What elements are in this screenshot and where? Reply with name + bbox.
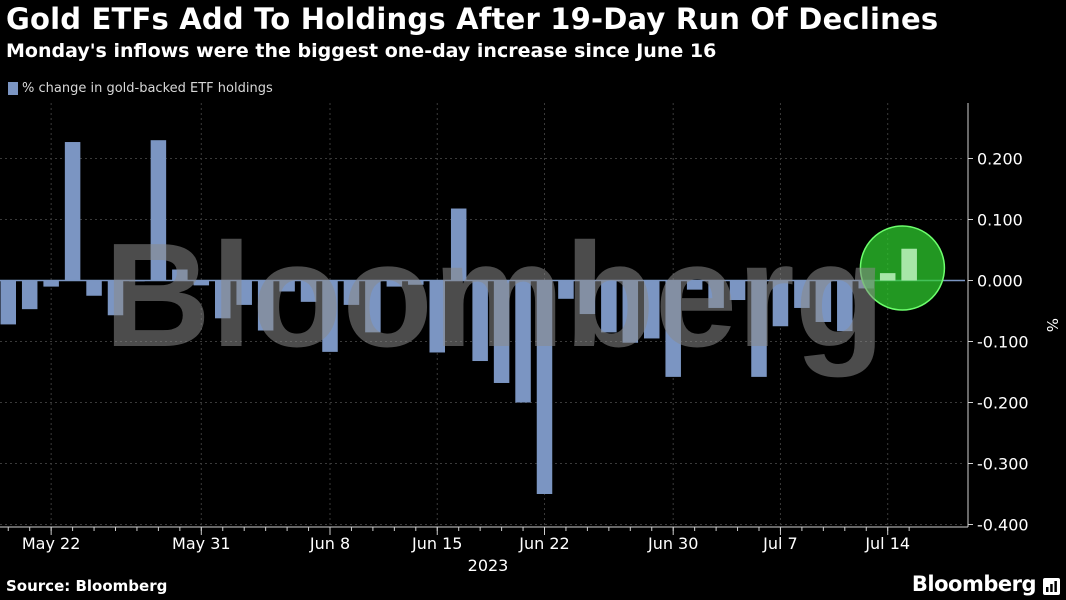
y-tick-label: 0.000 xyxy=(977,272,1023,291)
x-tick-label: Jun 8 xyxy=(309,534,350,553)
bar xyxy=(386,280,403,287)
bar xyxy=(729,280,746,301)
bar xyxy=(257,280,274,331)
watermark: Bloomberg xyxy=(104,213,885,378)
chart-subtitle: Monday's inflows were the biggest one-da… xyxy=(6,40,717,62)
x-tick-label: Jul 14 xyxy=(864,534,910,553)
bar xyxy=(536,280,553,494)
bar xyxy=(708,280,724,308)
bar xyxy=(601,280,617,333)
bar xyxy=(365,280,381,333)
bar xyxy=(236,280,252,305)
y-tick-label: -0.400 xyxy=(977,516,1029,535)
bar xyxy=(300,280,317,302)
x-tick-label: Jun 15 xyxy=(411,534,462,553)
bar xyxy=(107,280,124,316)
bar xyxy=(794,280,810,308)
bar xyxy=(172,269,188,281)
bar xyxy=(665,280,681,377)
bar xyxy=(86,280,102,296)
bar xyxy=(408,280,424,285)
bar xyxy=(579,280,596,315)
x-tick-label: Jun 30 xyxy=(647,534,698,553)
plot-area xyxy=(0,103,965,527)
x-tick-label: May 31 xyxy=(172,534,231,553)
bar xyxy=(644,280,660,339)
brand-name: Bloomberg xyxy=(911,572,1037,596)
bar xyxy=(0,280,16,325)
bar-chart-icon xyxy=(1043,578,1060,595)
bar xyxy=(43,280,59,287)
x-year-label: 2023 xyxy=(468,556,509,575)
y-axis-unit-label: % xyxy=(1043,318,1061,332)
watermark-layer: Bloomberg xyxy=(104,213,885,378)
bar xyxy=(472,280,488,362)
bar xyxy=(815,280,832,322)
bar xyxy=(429,280,445,353)
x-tick-label: Jun 22 xyxy=(518,534,569,553)
axes: 0.200 0.100 0.000 -0.100 -0.200 -0.300 -0.400%… xyxy=(0,103,1061,575)
source-note: Source: Bloomberg xyxy=(6,577,168,595)
x-tick-label: May 22 xyxy=(22,534,81,553)
bar xyxy=(21,280,38,310)
legend-swatch xyxy=(8,82,18,95)
bar xyxy=(193,280,210,286)
bar xyxy=(837,280,853,332)
legend-label: % change in gold-backed ETF holdings xyxy=(22,81,273,96)
bar xyxy=(64,142,81,281)
bar xyxy=(450,208,467,281)
bar xyxy=(279,280,295,292)
bar xyxy=(215,280,231,319)
bar xyxy=(686,280,703,290)
bar xyxy=(558,280,574,299)
bar xyxy=(493,280,510,383)
y-tick-label: 0.200 xyxy=(977,150,1023,169)
bar xyxy=(772,280,789,327)
chart-title: Gold ETFs Add To Holdings After 19-Day R… xyxy=(6,2,939,36)
bar xyxy=(622,280,639,343)
y-tick-label: -0.300 xyxy=(977,455,1029,474)
bar xyxy=(515,280,531,403)
bar xyxy=(343,280,360,305)
x-tick-label: Jul 7 xyxy=(762,534,798,553)
bar xyxy=(322,280,338,352)
legend: % change in gold-backed ETF holdings xyxy=(8,81,273,96)
y-tick-label: 0.100 xyxy=(977,211,1023,230)
highlighted-bar xyxy=(879,273,896,281)
highlighted-bar xyxy=(901,248,917,281)
y-tick-label: -0.200 xyxy=(977,394,1029,413)
bar xyxy=(150,140,167,281)
y-tick-label: -0.100 xyxy=(977,333,1029,352)
bar xyxy=(751,280,767,377)
